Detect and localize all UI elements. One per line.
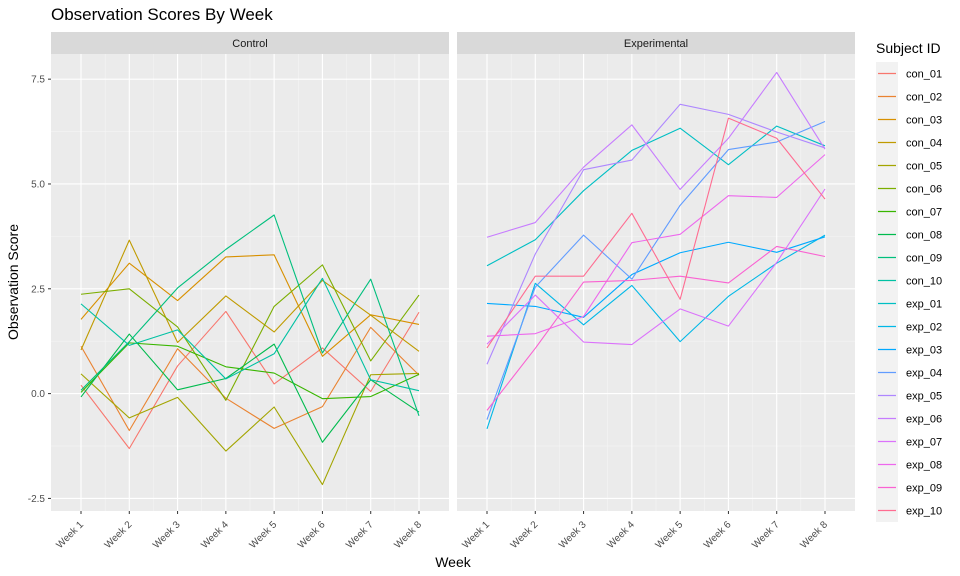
y-tick-label: -2.5 xyxy=(28,494,46,505)
legend-label-con_07: con_07 xyxy=(906,207,942,219)
series-line-con_05 xyxy=(80,372,420,486)
series-line-con_10 xyxy=(80,277,420,392)
x-tick-label: Week 2 xyxy=(509,519,541,551)
x-tick-label: Week 1 xyxy=(54,519,86,551)
x-tick-label: Week 5 xyxy=(248,519,280,551)
x-axis-control: Week 1 Week 2 Week 3 Week 4 Week 5 Week 6 Week… xyxy=(54,511,424,551)
legend-label-con_02: con_02 xyxy=(906,92,942,104)
legend-label-exp_06: exp_06 xyxy=(906,414,942,426)
x-tick-label: Week 1 xyxy=(460,519,492,551)
series-line-exp_03 xyxy=(486,236,826,318)
series-line-exp_04 xyxy=(486,120,826,420)
y-axis-title: Observation Score xyxy=(5,224,21,340)
panel-experimental-strip xyxy=(457,32,855,54)
panel-control-lines xyxy=(80,214,420,486)
legend-label-exp_04: exp_04 xyxy=(906,368,942,380)
legend-label-con_06: con_06 xyxy=(906,184,942,196)
legend-label-con_08: con_08 xyxy=(906,230,942,242)
panel-experimental: Experimental xyxy=(457,32,855,511)
legend-label-exp_08: exp_08 xyxy=(906,460,942,472)
x-tick-label: Week 6 xyxy=(296,519,328,551)
legend-label-exp_07: exp_07 xyxy=(906,437,942,449)
x-tick-label: Week 7 xyxy=(750,519,782,551)
series-line-con_09 xyxy=(80,214,420,417)
legend-label-exp_02: exp_02 xyxy=(906,322,942,334)
panel-control-label: Control xyxy=(232,38,267,50)
series-line-exp_05 xyxy=(486,103,826,365)
x-tick-label: Week 8 xyxy=(392,519,424,551)
x-tick-label: Week 2 xyxy=(103,519,135,551)
panel-control-strip xyxy=(51,32,449,54)
legend-label-exp_03: exp_03 xyxy=(906,345,942,357)
series-line-con_01 xyxy=(80,310,420,450)
x-tick-label: Week 5 xyxy=(654,519,686,551)
x-tick-label: Week 3 xyxy=(151,519,183,551)
panel-experimental-label: Experimental xyxy=(624,38,688,50)
series-line-exp_10 xyxy=(486,117,826,349)
panel-control-grid xyxy=(51,54,449,511)
legend-label-con_10: con_10 xyxy=(906,276,942,288)
y-tick-label: 7.5 xyxy=(31,75,45,86)
panel-control: Control xyxy=(51,32,449,511)
x-axis-title: Week xyxy=(435,554,472,570)
x-tick-label: Week 6 xyxy=(702,519,734,551)
legend-title: Subject ID xyxy=(876,40,941,56)
legend-label-exp_09: exp_09 xyxy=(906,483,942,495)
legend-items: con_01 con_02 con_03 con_04 con_05 con_06 con_… xyxy=(876,62,942,522)
series-line-con_04 xyxy=(80,239,420,352)
y-tick-label: 0.0 xyxy=(31,389,45,400)
x-tick-label: Week 8 xyxy=(798,519,830,551)
series-line-exp_08 xyxy=(486,154,826,337)
x-tick-label: Week 3 xyxy=(557,519,589,551)
legend-label-con_04: con_04 xyxy=(906,138,942,150)
panel-experimental-lines xyxy=(486,71,826,429)
legend-label-con_03: con_03 xyxy=(906,115,942,127)
legend-label-con_09: con_09 xyxy=(906,253,942,265)
legend-label-exp_10: exp_10 xyxy=(906,506,942,518)
series-line-exp_06 xyxy=(486,71,826,238)
legend: Subject ID con_01con_02con_03con_04con_0… xyxy=(876,40,942,522)
legend-label-con_05: con_05 xyxy=(906,161,942,173)
series-line-exp_09 xyxy=(486,245,826,411)
y-axis: -2.5 0.0 2.5 5.0 7.5 xyxy=(28,75,51,505)
series-line-exp_07 xyxy=(486,188,826,346)
legend-label-con_01: con_01 xyxy=(906,69,942,81)
chart-title: Observation Scores By Week xyxy=(51,5,273,24)
x-tick-label: Week 4 xyxy=(605,519,637,551)
y-tick-label: 5.0 xyxy=(31,179,45,190)
series-line-con_03 xyxy=(80,254,420,357)
x-tick-label: Week 4 xyxy=(199,519,231,551)
x-axis-experimental: Week 1 Week 2 Week 3 Week 4 Week 5 Week 6 Week… xyxy=(460,511,830,551)
series-line-exp_01 xyxy=(486,125,826,267)
y-tick-label: 2.5 xyxy=(31,284,45,295)
x-tick-label: Week 7 xyxy=(344,519,376,551)
legend-label-exp_01: exp_01 xyxy=(906,299,942,311)
legend-label-exp_05: exp_05 xyxy=(906,391,942,403)
series-line-con_06 xyxy=(80,264,420,401)
series-line-con_02 xyxy=(80,326,420,432)
series-line-exp_02 xyxy=(486,234,826,429)
